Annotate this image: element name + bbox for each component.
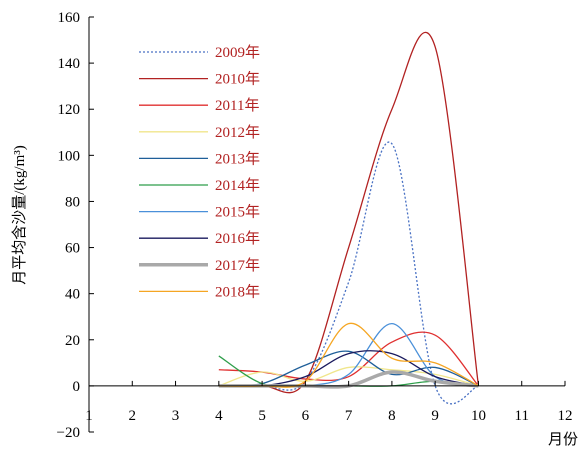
x-tick-label: 6 — [302, 408, 310, 424]
x-tick-label: 10 — [471, 408, 486, 424]
legend-label: 2010年 — [215, 71, 260, 88]
x-tick-label: 9 — [431, 408, 439, 424]
series-line-2012 — [218, 366, 479, 387]
legend-label: 2009年 — [215, 44, 260, 61]
series-line-2010 — [218, 31, 480, 394]
y-tick-label: −20 — [57, 425, 80, 441]
y-tick-label: 100 — [58, 148, 81, 164]
y-tick-label: 120 — [58, 102, 81, 118]
y-axis-label: 月平均含沙量/(kg/m³) — [11, 145, 28, 285]
y-tick-label: 140 — [58, 56, 81, 72]
x-tick-label: 7 — [345, 408, 353, 424]
legend-label: 2016年 — [215, 230, 260, 247]
legend-label: 2018年 — [215, 283, 260, 300]
y-tick-label: 160 — [58, 10, 81, 26]
legend-label: 2011年 — [215, 97, 259, 114]
legend: 2009年 2010年 2011年 2012年 2013年 2014年 2015年 2016年… — [139, 44, 260, 300]
x-axis-label: 月份 — [548, 431, 578, 448]
x-tick-label: 3 — [172, 408, 180, 424]
legend-label: 2017年 — [215, 257, 260, 274]
x-tick-label: 1 — [85, 408, 93, 424]
x-tick-label: 11 — [515, 408, 529, 424]
x-tick-label: 4 — [215, 408, 223, 424]
legend-label: 2014年 — [215, 177, 260, 194]
y-tick-label: 40 — [65, 287, 80, 303]
y-tick-label: 80 — [65, 194, 80, 210]
legend-label: 2015年 — [215, 204, 260, 221]
x-tick-label: 2 — [129, 408, 137, 424]
legend-label: 2013年 — [215, 150, 260, 167]
x-tick-label: 12 — [558, 408, 573, 424]
legend-label: 2012年 — [215, 124, 260, 141]
y-tick-label: 60 — [65, 241, 80, 257]
axes-layer — [88, 17, 565, 432]
y-tick-label: 0 — [73, 379, 81, 395]
x-tick-label: 8 — [388, 408, 396, 424]
y-tick-label: 20 — [65, 333, 80, 349]
x-tick-label: 5 — [258, 408, 266, 424]
